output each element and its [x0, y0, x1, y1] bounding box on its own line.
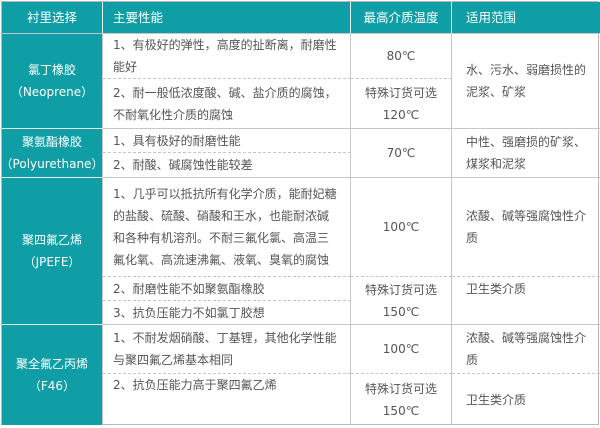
- temp-cell: 特殊订货可选 120℃: [351, 79, 452, 129]
- property-cell: 3、抗负压能力不如氯丁胶想: [103, 301, 351, 325]
- scope-cell: 卫生类介质: [466, 392, 527, 407]
- lining-neoprene: 氯丁橡胶 （Neoprene）: [2, 34, 103, 129]
- property-cell: 1、几乎可以抵抗所有化学介质，能耐妃糖 的盐酸、硫酸、硝酸和王水，也能耐浓碱 和…: [103, 178, 351, 277]
- temp-cell: 特殊订货可选 150℃: [351, 374, 452, 425]
- lining-f46: 聚全氟乙丙烯 （F46）: [2, 325, 103, 425]
- header-scope: 适用范围: [452, 2, 600, 34]
- scope-cell: 浓酸、碱等强腐蚀性介 质: [452, 325, 600, 374]
- lining-polyurethane: 聚氨酯橡胶 （Polyurethane）: [1, 129, 103, 178]
- scope-cell: 水、污水、弱磨损性的 泥浆、矿浆: [452, 34, 600, 129]
- property-cell: 2、抗负压能力高于聚四氟乙烯: [103, 374, 351, 425]
- header-properties: 主要性能: [103, 2, 351, 34]
- property-cell: 2、耐磨性能不如聚氨酯橡胶: [103, 277, 351, 301]
- temp-cell: 100℃: [351, 178, 452, 277]
- property-cell: 1、不耐发烟硝酸、丁基锂，其他化学性能 与聚四氟乙烯基本相同: [103, 325, 351, 374]
- property-cell: 2、耐酸、碱腐蚀性能较差: [103, 153, 351, 178]
- lining-ptfe: 聚四氟乙烯 （JPEFE）: [2, 178, 103, 325]
- scope-cell: 浓酸、碱等强腐蚀性介 质: [452, 178, 600, 277]
- temp-cell: 80℃: [351, 34, 452, 79]
- temp-cell: 100℃: [351, 325, 452, 374]
- temp-cell: 特殊订货可选 150℃: [351, 277, 452, 325]
- property-cell: 2、耐一般低浓度酸、碱、盐介质的腐蚀， 不耐氧化性介质的腐蚀: [103, 79, 351, 129]
- temp-cell: 70℃: [351, 129, 452, 178]
- scope-cell: 中性、强磨损的矿浆、 煤浆和泥浆: [452, 129, 600, 178]
- header-max-temp: 最高介质温度: [351, 2, 452, 34]
- property-cell: 1、具有极好的耐磨性能: [103, 129, 351, 153]
- header-lining: 衬里选择: [2, 2, 103, 34]
- scope-cell: 卫生类介质: [452, 277, 600, 325]
- property-cell: 1、有极好的弹性，高度的扯断离，耐磨性 能好: [103, 34, 351, 79]
